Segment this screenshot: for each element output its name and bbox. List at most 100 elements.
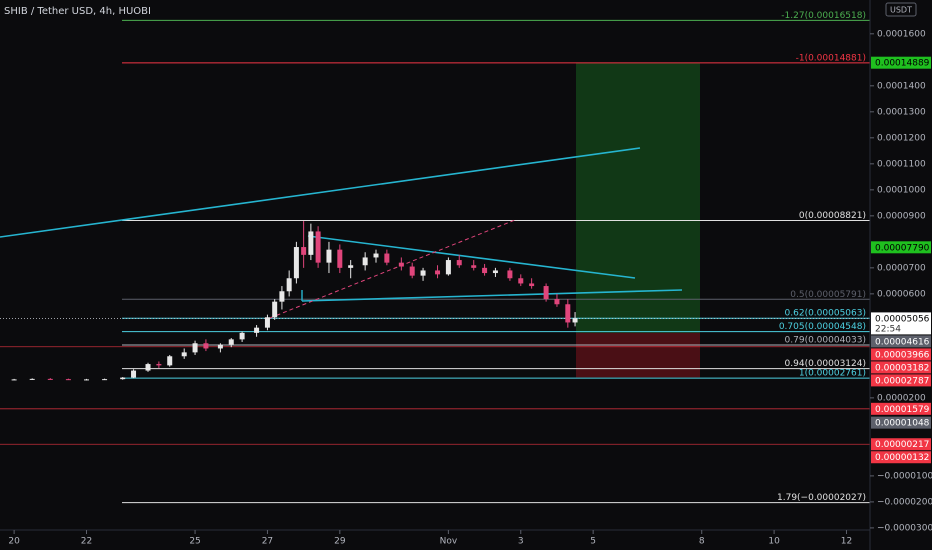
back-layer bbox=[0, 19, 870, 504]
candle-body bbox=[471, 265, 477, 268]
y-tick-label: 0.0000700 bbox=[877, 263, 926, 273]
fib-label: 0.705(0.00004548) bbox=[779, 322, 866, 332]
candle-body bbox=[492, 270, 498, 274]
price-label-box bbox=[871, 348, 931, 361]
price-label: 0.00001579 bbox=[875, 405, 930, 415]
candle-body bbox=[254, 327, 260, 333]
position-stop-zone bbox=[576, 332, 700, 378]
price-label: 0.00000217 bbox=[875, 440, 929, 450]
fib-trend-line bbox=[269, 219, 516, 319]
price-label: 0.00002787 bbox=[875, 376, 929, 386]
x-tick-label: 10 bbox=[768, 537, 780, 547]
candle-body bbox=[337, 249, 343, 268]
candle-body bbox=[156, 364, 162, 366]
drawing-layer bbox=[0, 147, 683, 319]
candle-body bbox=[554, 299, 560, 305]
y-tick-label: 0.0001300 bbox=[877, 107, 926, 117]
axis-layer: 0.0001600 0.0001400 0.0001300 0.0001200 0.00… bbox=[8, 29, 932, 546]
fib-label: 0.5(0.00005791) bbox=[790, 290, 866, 300]
x-tick-label: 8 bbox=[699, 537, 705, 547]
candle-body bbox=[102, 379, 108, 381]
candle-body bbox=[409, 266, 415, 276]
y-tick-label: 0.0000600 bbox=[877, 289, 926, 299]
candle-body bbox=[181, 352, 187, 357]
price-label-box bbox=[871, 312, 931, 335]
candle-body bbox=[543, 286, 549, 300]
candle-body bbox=[326, 249, 332, 263]
y-tick-label: 0.0001100 bbox=[877, 159, 926, 169]
candle-body bbox=[131, 370, 137, 378]
candle-body bbox=[264, 317, 270, 328]
candle-body bbox=[572, 318, 578, 323]
fib-label: 0.62(0.00005063) bbox=[785, 309, 866, 319]
candle-body bbox=[83, 379, 89, 381]
candle-body bbox=[565, 304, 571, 323]
price-label-box bbox=[871, 402, 931, 415]
candle-body bbox=[445, 260, 451, 275]
x-tick-label: Nov bbox=[440, 537, 458, 547]
price-label-box bbox=[871, 374, 931, 387]
candle-body bbox=[217, 344, 223, 349]
fib-label: -1(0.00014881) bbox=[796, 53, 866, 63]
price-label: 0.00000132 bbox=[875, 453, 929, 463]
x-tick-label: 27 bbox=[262, 537, 273, 547]
y-tick-label: −0.0000300 bbox=[877, 523, 932, 533]
candle-body bbox=[373, 253, 379, 258]
y-tick-label: 0.0000200 bbox=[877, 393, 926, 403]
x-tick-label: 5 bbox=[590, 537, 596, 547]
candle-body bbox=[398, 262, 404, 267]
candle-body bbox=[482, 267, 488, 274]
candle-body bbox=[167, 356, 173, 366]
candle-body bbox=[145, 364, 151, 371]
x-tick-label: 3 bbox=[518, 537, 524, 547]
candle-body bbox=[65, 379, 71, 381]
candle-body bbox=[420, 270, 426, 276]
candle-body bbox=[228, 339, 234, 345]
candle-body bbox=[239, 332, 245, 340]
fib-label: 1(0.00002761) bbox=[799, 369, 866, 379]
price-label-box bbox=[871, 416, 931, 429]
fib-label: -1.27(0.00016518) bbox=[781, 11, 866, 21]
candle-body bbox=[120, 377, 126, 380]
y-tick-label: −0.0000200 bbox=[877, 497, 932, 507]
triangle-upper bbox=[307, 235, 636, 279]
countdown: 22:54 bbox=[875, 324, 901, 334]
candle-body bbox=[435, 270, 441, 275]
chart-title: SHIB / Tether USD, 4h, HUOBI bbox=[4, 6, 151, 17]
price-label-box bbox=[871, 335, 931, 348]
candle-body bbox=[348, 265, 354, 268]
fib-label: 0.94(0.00003124) bbox=[785, 359, 866, 369]
x-tick-label: 25 bbox=[189, 537, 200, 547]
price-label: 0.00003966 bbox=[875, 350, 930, 360]
y-tick-label: 0.0001400 bbox=[877, 81, 926, 91]
fib-label: 0.79(0.00004033) bbox=[785, 336, 866, 346]
candle-body bbox=[203, 343, 209, 349]
price-label: 0.00003182 bbox=[875, 363, 929, 373]
candle-body bbox=[29, 378, 35, 380]
currency-badge[interactable] bbox=[885, 2, 917, 17]
candle-body bbox=[456, 260, 462, 266]
price-label: 0.00007790 bbox=[875, 243, 930, 253]
candle-body bbox=[272, 301, 278, 318]
fib-label: 1.79(−0.00002027) bbox=[777, 493, 866, 503]
x-tick-label: 29 bbox=[334, 537, 346, 547]
candle-body bbox=[286, 278, 292, 292]
position-target-zone bbox=[576, 62, 700, 333]
y-tick-label: 0.0000900 bbox=[877, 211, 926, 221]
y-tick-label: −0.0000100 bbox=[877, 471, 932, 481]
candle-body bbox=[47, 378, 53, 380]
y-tick-label: 0.0001600 bbox=[877, 29, 926, 39]
trend-line bbox=[0, 147, 641, 238]
x-tick-label: 22 bbox=[81, 537, 92, 547]
price-label-box bbox=[871, 361, 931, 374]
y-tick-label: 0.0001200 bbox=[877, 133, 926, 143]
candle-body bbox=[279, 291, 285, 302]
price-label: 0.00014889 bbox=[875, 59, 930, 69]
price-label-box bbox=[871, 241, 931, 254]
candle-body bbox=[518, 278, 524, 284]
candle-body bbox=[315, 231, 321, 263]
candle-body bbox=[384, 253, 390, 263]
candle-body bbox=[507, 270, 513, 279]
